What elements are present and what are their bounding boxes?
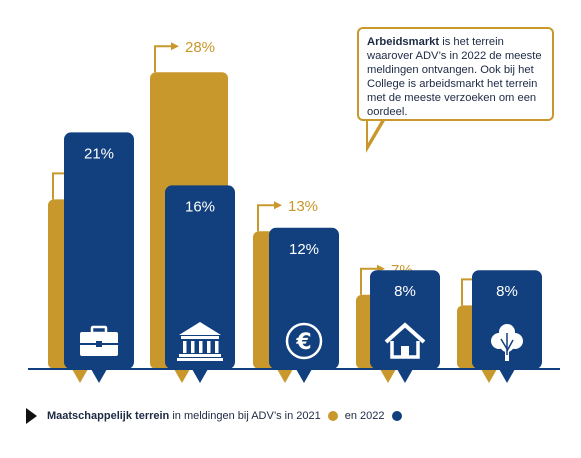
- legend-arrow-icon: [26, 408, 37, 424]
- legend-title: Maatschappelijk terrein: [47, 410, 170, 422]
- label-2021-financiën: 13%: [288, 198, 318, 215]
- label-2022-overheid: 16%: [185, 198, 215, 215]
- pointer-2021-financiën: [277, 369, 293, 383]
- legend-dot-2021: [327, 411, 338, 421]
- bar-2022-financiën: [269, 227, 339, 369]
- pointer-2021-overheid: [174, 369, 190, 383]
- svg-text:€: €: [295, 330, 311, 355]
- legend-dot-2022: [391, 411, 402, 421]
- connector-2021-overheid: [154, 45, 171, 73]
- label-2022-milieu: 8%: [496, 283, 518, 300]
- label-2021-overheid: 28%: [185, 39, 215, 56]
- label-2022-wonen: 8%: [394, 283, 416, 300]
- legend-text-2021: in meldingen bij ADV’s in 2021: [169, 410, 321, 422]
- connector-2021-financiën: [257, 204, 274, 232]
- connector-2021-wonen: [360, 267, 377, 295]
- pointer-2021-wonen: [380, 369, 396, 383]
- legend-text-2022: en 2022: [344, 410, 385, 422]
- pointer-2022-wonen: [397, 369, 413, 383]
- pointer-2022-financiën: [296, 369, 312, 383]
- series-2022: 21% 16% 12% €8% 8%: [64, 132, 542, 383]
- legend: Maatschappelijk terrein in meldingen bij…: [26, 406, 405, 426]
- pointer-2022-milieu: [499, 369, 515, 383]
- callout-box: Arbeidsmarkt is het terrein waarover ADV…: [357, 27, 554, 121]
- pointer-2022-arbeidsmarkt: [91, 369, 107, 383]
- bar-2022-overheid: [165, 185, 235, 369]
- callout-text: is het terrein waarover ADV’s in 2022 de…: [367, 36, 542, 118]
- tree-icon: [491, 324, 523, 361]
- bar-2022-milieu: [472, 270, 542, 369]
- pointer-2021-milieu: [481, 369, 497, 383]
- callout-bold: Arbeidsmarkt: [367, 36, 440, 48]
- pointer-2021-arbeidsmarkt: [72, 369, 88, 383]
- label-2022-arbeidsmarkt: 21%: [84, 145, 114, 162]
- connector-arrow-2021-financiën: [274, 201, 282, 210]
- label-2022-financiën: 12%: [289, 241, 319, 258]
- bar-2022-arbeidsmarkt: [64, 132, 134, 369]
- government-building-icon: [177, 322, 223, 361]
- callout-tail-inner: [368, 119, 382, 143]
- connector-2021-arbeidsmarkt: [52, 172, 69, 200]
- euro-icon: €: [285, 322, 323, 360]
- pointer-2022-overheid: [192, 369, 208, 383]
- connector-arrow-2021-overheid: [171, 42, 179, 51]
- bar-2022-wonen: [370, 270, 440, 369]
- briefcase-icon: [80, 325, 118, 356]
- house-icon: [384, 322, 426, 359]
